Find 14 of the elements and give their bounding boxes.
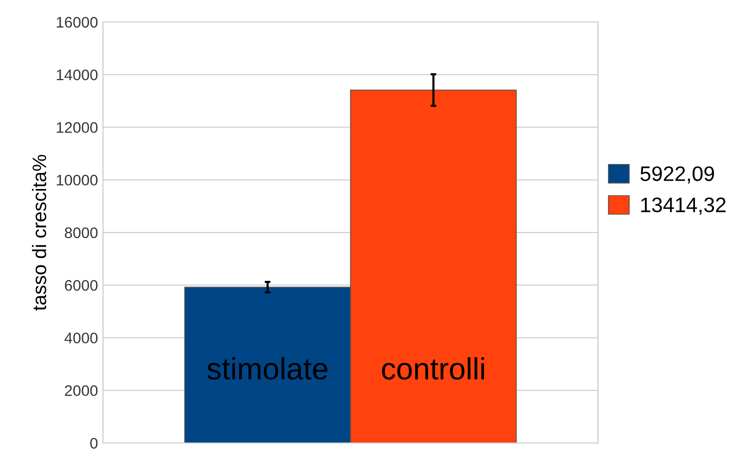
y-tick-label: 2000 (64, 385, 98, 396)
y-tick-label: 4000 (64, 332, 98, 344)
y-tick-label: 12000 (56, 122, 98, 133)
y-tick-label: 10000 (56, 174, 98, 186)
y-axis-title: tasso di crescita% (32, 154, 46, 311)
y-tick-label: 16000 (56, 16, 98, 28)
y-tick-label: 8000 (64, 227, 98, 238)
y-tick-label: 14000 (56, 69, 98, 80)
annotation: controlli (382, 357, 484, 380)
y-tick-label: 6000 (64, 280, 98, 291)
legend-label: 5922,09 (640, 166, 714, 184)
y-tick-label: 0 (90, 438, 98, 449)
annotation: stimolate (207, 357, 328, 380)
legend-label: 13414,32 (641, 198, 726, 215)
